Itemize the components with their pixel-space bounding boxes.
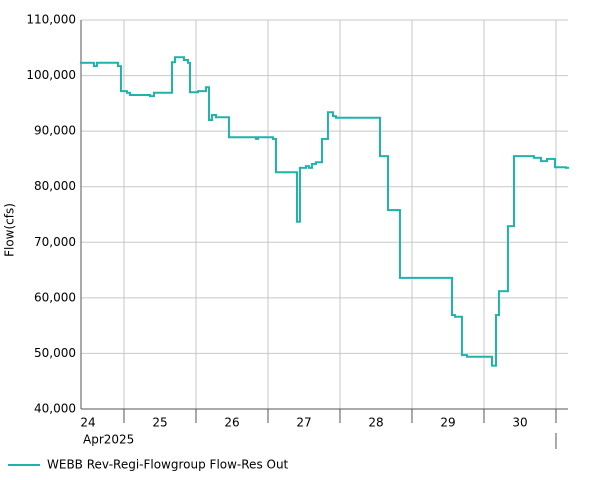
- y-tick-label: 50,000: [34, 346, 76, 360]
- y-axis-label: Flow(cfs): [3, 203, 17, 257]
- x-tick-label: 28: [368, 416, 383, 430]
- y-tick-label: 90,000: [34, 124, 76, 138]
- y-tick-label: 100,000: [26, 68, 76, 82]
- y-tick-label: 110,000: [26, 13, 76, 27]
- x-tick-label: 30: [512, 416, 527, 430]
- y-tick-label: 40,000: [34, 402, 76, 416]
- x-tick-label: 27: [296, 416, 311, 430]
- x-tick-label: 29: [440, 416, 455, 430]
- y-tick-label: 80,000: [34, 179, 76, 193]
- y-tick-label: 60,000: [34, 290, 76, 304]
- x-tick-label: 24: [80, 416, 95, 430]
- legend-label: WEBB Rev-Regi-Flowgroup Flow-Res Out: [47, 458, 289, 472]
- x-tick-label: 26: [224, 416, 239, 430]
- x-sublabel: Apr2025: [83, 433, 134, 447]
- x-tick-label: 25: [152, 416, 167, 430]
- y-tick-label: 70,000: [34, 235, 76, 249]
